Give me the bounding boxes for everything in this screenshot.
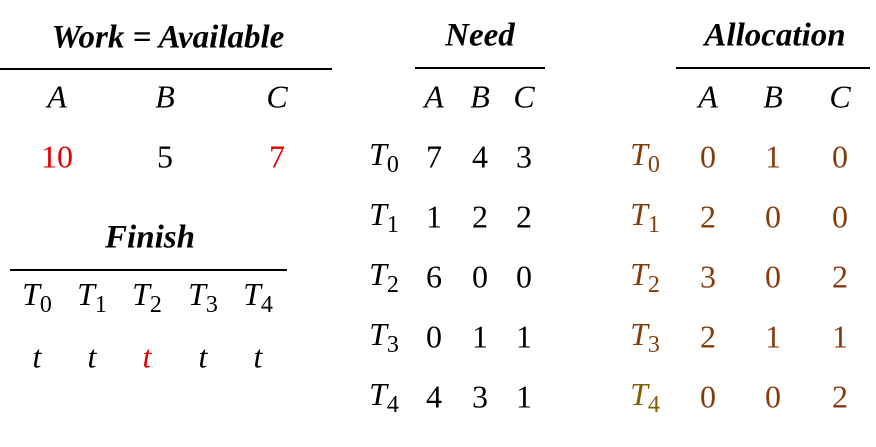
section-title: Need	[444, 18, 515, 54]
cell-value: 1	[765, 138, 781, 174]
cell-value: 0	[765, 258, 781, 294]
process-name: T	[369, 136, 389, 172]
row-label: T4	[630, 376, 660, 417]
cell-value: 1	[832, 318, 848, 354]
process-index: 3	[648, 332, 660, 358]
cell-value: t	[143, 338, 153, 374]
cell-value: 1	[516, 318, 532, 354]
row-label: T1	[630, 196, 660, 237]
column-header: C	[266, 78, 288, 114]
cell-value: 5	[157, 138, 173, 174]
row-label: T0	[369, 136, 399, 177]
column-header: C	[513, 78, 535, 114]
cell-value: 3	[700, 258, 716, 294]
cell-value: 1	[516, 378, 532, 414]
column-header: A	[45, 78, 67, 114]
process-index: 4	[261, 292, 273, 318]
cell-value: 3	[472, 378, 488, 414]
cell-value: 7	[426, 138, 442, 174]
cell-value: 1	[472, 318, 488, 354]
process-index: 0	[40, 292, 52, 318]
cell-value: 7	[269, 138, 285, 174]
column-header: B	[763, 78, 783, 114]
process-index: 4	[648, 392, 660, 418]
section-title: Allocation	[702, 18, 845, 54]
cell-value: 0	[765, 198, 781, 234]
cell-value: 0	[426, 318, 442, 354]
column-header: A	[696, 78, 718, 114]
cell-value: 2	[700, 318, 716, 354]
column-header: B	[155, 78, 175, 114]
section-title: Finish	[104, 220, 195, 256]
process-name: T	[369, 196, 389, 232]
process-name: T	[369, 316, 389, 352]
section-title: Work = Available	[52, 20, 285, 56]
process-index: 0	[648, 152, 660, 178]
cell-value: t	[199, 338, 209, 374]
column-header: T4	[243, 276, 273, 317]
process-name: T	[369, 376, 389, 412]
cell-value: 1	[765, 318, 781, 354]
column-header: C	[829, 78, 851, 114]
cell-value: 2	[516, 198, 532, 234]
cell-value: 2	[472, 198, 488, 234]
process-name: T	[630, 316, 650, 352]
process-index: 3	[206, 292, 218, 318]
process-name: T	[630, 196, 650, 232]
cell-value: 3	[516, 138, 532, 174]
process-name: T	[188, 276, 208, 312]
process-index: 3	[387, 332, 399, 358]
cell-value: 4	[426, 378, 442, 414]
process-name: T	[369, 256, 389, 292]
cell-value: t	[88, 338, 98, 374]
column-header: B	[470, 78, 490, 114]
cell-value: t	[254, 338, 264, 374]
column-header: T1	[77, 276, 107, 317]
column-header: A	[422, 78, 444, 114]
row-label: T3	[369, 316, 399, 357]
cell-value: 0	[472, 258, 488, 294]
cell-value: 6	[426, 258, 442, 294]
process-index: 1	[387, 212, 399, 238]
cell-value: 0	[516, 258, 532, 294]
cell-value: 0	[832, 138, 848, 174]
process-index: 1	[95, 292, 107, 318]
process-index: 0	[387, 152, 399, 178]
process-index: 2	[648, 272, 660, 298]
process-name: T	[630, 376, 650, 412]
process-index: 4	[387, 392, 399, 418]
row-label: T4	[369, 376, 399, 417]
cell-value: 0	[832, 198, 848, 234]
row-label: T3	[630, 316, 660, 357]
row-label: T2	[630, 256, 660, 297]
process-index: 2	[387, 272, 399, 298]
process-name: T	[630, 136, 650, 172]
cell-value: 0	[700, 378, 716, 414]
cell-value: t	[33, 338, 43, 374]
process-name: T	[243, 276, 263, 312]
cell-value: 10	[41, 138, 73, 174]
process-index: 1	[648, 212, 660, 238]
cell-value: 0	[700, 138, 716, 174]
process-name: T	[132, 276, 152, 312]
cell-value: 2	[832, 258, 848, 294]
process-index: 2	[150, 292, 162, 318]
process-name: T	[22, 276, 42, 312]
process-name: T	[77, 276, 97, 312]
cell-value: 2	[700, 198, 716, 234]
column-header: T2	[132, 276, 162, 317]
row-label: T1	[369, 196, 399, 237]
cell-value: 1	[426, 198, 442, 234]
process-name: T	[630, 256, 650, 292]
column-header: T0	[22, 276, 52, 317]
cell-value: 4	[472, 138, 488, 174]
row-label: T0	[630, 136, 660, 177]
cell-value: 2	[832, 378, 848, 414]
row-label: T2	[369, 256, 399, 297]
column-header: T3	[188, 276, 218, 317]
cell-value: 0	[765, 378, 781, 414]
